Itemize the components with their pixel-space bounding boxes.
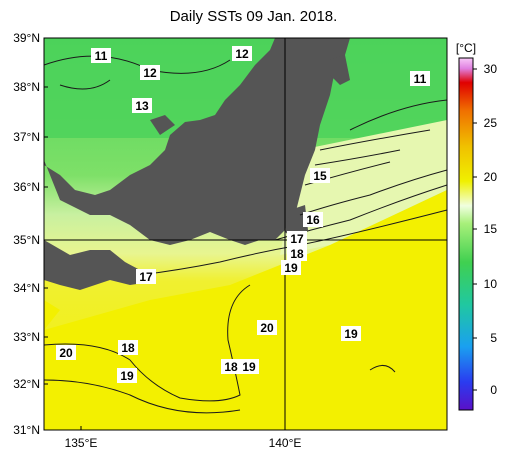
colorbar-tick-label: 30: [484, 62, 498, 76]
honshu-land: [44, 38, 350, 245]
isotherm-line: [43, 379, 241, 414]
isotherm-label: 20: [56, 345, 76, 360]
isotherm-label: 13: [132, 98, 152, 113]
map-frame: [43, 37, 448, 431]
svg-text:15: 15: [313, 169, 327, 183]
isotherm-label: 19: [117, 368, 137, 383]
isotherm-line: [319, 129, 431, 151]
svg-text:18: 18: [290, 247, 304, 261]
isotherm-line: [139, 209, 448, 276]
sado-land: [330, 55, 350, 85]
colorbar-unit: [°C]: [456, 41, 476, 55]
svg-text:12: 12: [235, 47, 249, 61]
svg-text:19: 19: [284, 261, 298, 275]
warm-sea: [44, 190, 447, 430]
isotherm-line: [43, 284, 251, 402]
svg-text:11: 11: [414, 72, 427, 86]
colorbar-tick-label: 20: [484, 170, 498, 184]
lat-label: 31°N: [13, 423, 40, 437]
colorbar: [458, 57, 474, 411]
isotherm-line: [349, 99, 448, 131]
isotherm-label: 11: [91, 48, 111, 63]
isotherm-label: 19: [341, 326, 361, 341]
colorbar-tick-label: 0: [490, 383, 497, 397]
lat-label: 34°N: [13, 281, 40, 295]
isotherm-label: 16: [303, 212, 323, 227]
map-title: Daily SSTs 09 Jan. 2018.: [169, 8, 338, 25]
lat-label: 36°N: [13, 180, 40, 194]
svg-text:16: 16: [306, 213, 320, 227]
colorbar-ticks: 30 25 20 15 10 5 0: [473, 62, 497, 397]
colorbar-tick-label: 5: [490, 331, 497, 345]
isotherm-label: 11: [410, 71, 430, 86]
isotherms: [43, 55, 448, 414]
lat-label: 33°N: [13, 330, 40, 344]
noto-land: [150, 115, 175, 135]
lat-label: 35°N: [13, 233, 40, 247]
svg-text:18: 18: [224, 360, 238, 374]
latitude-axis: 39°N 38°N 37°N 36°N 35°N 34°N 33°N 32°N 31°N: [13, 31, 48, 437]
isotherm-label: 20: [257, 320, 277, 335]
svg-text:19: 19: [120, 369, 134, 383]
svg-text:19: 19: [344, 327, 358, 341]
isotherm-label: 18: [118, 340, 138, 355]
isotherm-label: 19: [239, 359, 259, 374]
isotherm-label: 15: [310, 168, 330, 183]
svg-text:17: 17: [139, 270, 153, 284]
svg-text:20: 20: [59, 346, 73, 360]
isotherm-line: [314, 149, 401, 166]
isotherm-label: 12: [232, 46, 252, 61]
isotherm-line: [59, 79, 111, 90]
svg-text:11: 11: [95, 49, 108, 63]
colorbar-tick-label: 25: [484, 116, 498, 130]
isotherm-line: [369, 365, 396, 373]
longitude-axis: 135°E 140°E: [65, 426, 302, 450]
isotherm-label: 17: [136, 269, 156, 284]
svg-text:13: 13: [135, 99, 149, 113]
colorbar-tick-label: 15: [484, 222, 498, 236]
svg-text:20: 20: [260, 321, 274, 335]
lat-label: 39°N: [13, 31, 40, 45]
lat-label: 32°N: [13, 377, 40, 391]
kii-land: [44, 240, 155, 290]
lon-label: 140°E: [269, 436, 302, 450]
svg-text:18: 18: [121, 341, 135, 355]
svg-text:17: 17: [290, 232, 304, 246]
lat-label: 37°N: [13, 130, 40, 144]
svg-text:12: 12: [143, 66, 157, 80]
lat-label: 38°N: [13, 80, 40, 94]
lon-label: 135°E: [65, 436, 98, 450]
isotherm-label: 18: [287, 246, 307, 261]
colorbar-tick-label: 10: [484, 277, 498, 291]
isotherm-line: [299, 169, 448, 216]
svg-text:19: 19: [242, 360, 256, 374]
isotherm-label: 18: [221, 359, 241, 374]
isotherm-label: 12: [140, 65, 160, 80]
isotherm-label: 17: [287, 231, 307, 246]
isotherm-label: 19: [281, 260, 301, 275]
